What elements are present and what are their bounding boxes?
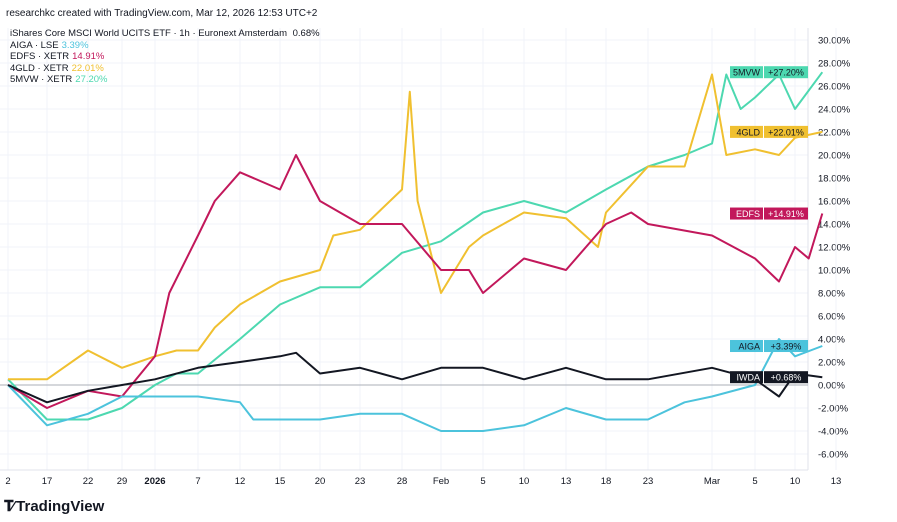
series-tag-name: IWDA (737, 373, 761, 383)
x-tick-label: 7 (195, 476, 200, 487)
chart-credit: researchkc created with TradingView.com,… (6, 8, 318, 19)
y-tick-label: 16.00% (818, 197, 851, 208)
y-tick-label: 2.00% (818, 358, 845, 369)
series-tag-value: +14.91% (768, 209, 804, 219)
y-tick-label: 4.00% (818, 335, 845, 346)
y-tick-label: -4.00% (818, 427, 849, 438)
series-tag-name: 4GLD (736, 127, 760, 137)
legend-item-edfs[interactable]: EDFS · XETR 14.91% (10, 51, 320, 63)
series-line-aiga (7, 338, 823, 432)
value-tag-bg (764, 371, 808, 384)
series-tag-name: AIGA (738, 342, 760, 352)
price-label-iwda: IWDA +0.68% (730, 371, 808, 384)
tradingview-logo-icon: 𝐓⁄ (4, 498, 14, 515)
x-tick-label: 23 (643, 476, 654, 487)
price-label-edfs: EDFS +14.91% (730, 207, 808, 220)
legend-item-aiga[interactable]: AIGA · LSE 3.39% (10, 40, 320, 52)
y-tick-label: 28.00% (818, 59, 851, 70)
legend-main-label: iShares Core MSCI World UCITS ETF · 1h ·… (10, 28, 287, 39)
y-tick-label: 12.00% (818, 243, 851, 254)
x-tick-label: Feb (433, 476, 449, 487)
series-line-4gld (8, 73, 823, 381)
series-tag-bg (730, 371, 763, 384)
tradingview-logo: 𝐓⁄ TradingView (4, 498, 104, 515)
x-tick-label: 5 (480, 476, 485, 487)
legend-label: 5MVW · XETR (10, 74, 73, 85)
legend-value: 22.01% (71, 62, 104, 74)
series-line-iwda (7, 351, 823, 404)
x-tick-label: 28 (397, 476, 408, 487)
y-tick-label: -6.00% (818, 450, 849, 461)
series-tag-bg (730, 125, 763, 138)
x-tick-label: 17 (42, 476, 53, 487)
series-tag-bg (730, 207, 763, 220)
value-tag-bg (764, 66, 808, 79)
y-tick-label: 18.00% (818, 174, 851, 185)
legend-main-value: 0.68% (292, 28, 320, 39)
x-tick-label: 18 (601, 476, 612, 487)
y-tick-label: 14.00% (818, 220, 851, 231)
x-tick-label: 2 (5, 476, 10, 487)
price-label-5mvw: 5MVW +27.20% (730, 66, 808, 79)
series-tag-value: +27.20% (768, 68, 804, 78)
y-tick-label: 22.00% (818, 128, 851, 139)
legend-item-4gld[interactable]: 4GLD · XETR 22.01% (10, 63, 320, 75)
x-tick-label: 22 (83, 476, 94, 487)
y-tick-label: 8.00% (818, 289, 845, 300)
value-tag-bg (764, 207, 808, 220)
y-tick-label: 24.00% (818, 105, 851, 116)
series-tag-value: +3.39% (771, 342, 802, 352)
x-tick-label: 20 (315, 476, 326, 487)
x-tick-label: 23 (355, 476, 366, 487)
legend-main[interactable]: iShares Core MSCI World UCITS ETF · 1h ·… (10, 28, 320, 40)
y-tick-label: 6.00% (818, 312, 845, 323)
y-tick-label: 20.00% (818, 151, 851, 162)
x-tick-label: 15 (275, 476, 286, 487)
x-tick-label: 13 (561, 476, 572, 487)
y-tick-label: 26.00% (818, 82, 851, 93)
value-tag-bg (764, 125, 808, 138)
x-tick-label: 13 (831, 476, 842, 487)
value-tag-bg (764, 340, 808, 353)
legend-label: 4GLD · XETR (10, 62, 69, 74)
logo-text: TradingView (16, 498, 105, 515)
x-tick-label: 12 (235, 476, 246, 487)
legend: iShares Core MSCI World UCITS ETF · 1h ·… (10, 28, 320, 86)
legend-value: 14.91% (72, 51, 105, 62)
series-tag-value: +0.68% (771, 373, 802, 383)
legend-value: 3.39% (61, 39, 89, 51)
x-tick-label: 10 (790, 476, 801, 487)
legend-label: EDFS · XETR (10, 51, 70, 62)
price-label-aiga: AIGA +3.39% (730, 340, 808, 353)
x-tick-label: 2026 (144, 476, 165, 487)
legend-label: AIGA · LSE (10, 39, 59, 51)
legend-value: 27.20% (75, 74, 108, 85)
legend-item-5mvw[interactable]: 5MVW · XETR 27.20% (10, 74, 320, 86)
x-tick-label: 5 (752, 476, 757, 487)
x-tick-label: 10 (519, 476, 530, 487)
x-tick-label: Mar (704, 476, 720, 487)
series-line-edfs (7, 154, 824, 409)
price-label-4gld: 4GLD +22.01% (730, 125, 808, 138)
series-tag-name: 5MVW (733, 68, 761, 78)
x-tick-label: 29 (117, 476, 128, 487)
y-tick-label: 0.00% (818, 381, 845, 392)
y-tick-label: 30.00% (818, 36, 851, 47)
series-tag-value: +22.01% (768, 127, 804, 137)
series-tag-bg (730, 66, 763, 79)
y-tick-label: 10.00% (818, 266, 851, 277)
series-line-5mvw (7, 71, 824, 421)
y-tick-label: -2.00% (818, 404, 849, 415)
series-tag-bg (730, 340, 763, 353)
series-tag-name: EDFS (736, 209, 760, 219)
